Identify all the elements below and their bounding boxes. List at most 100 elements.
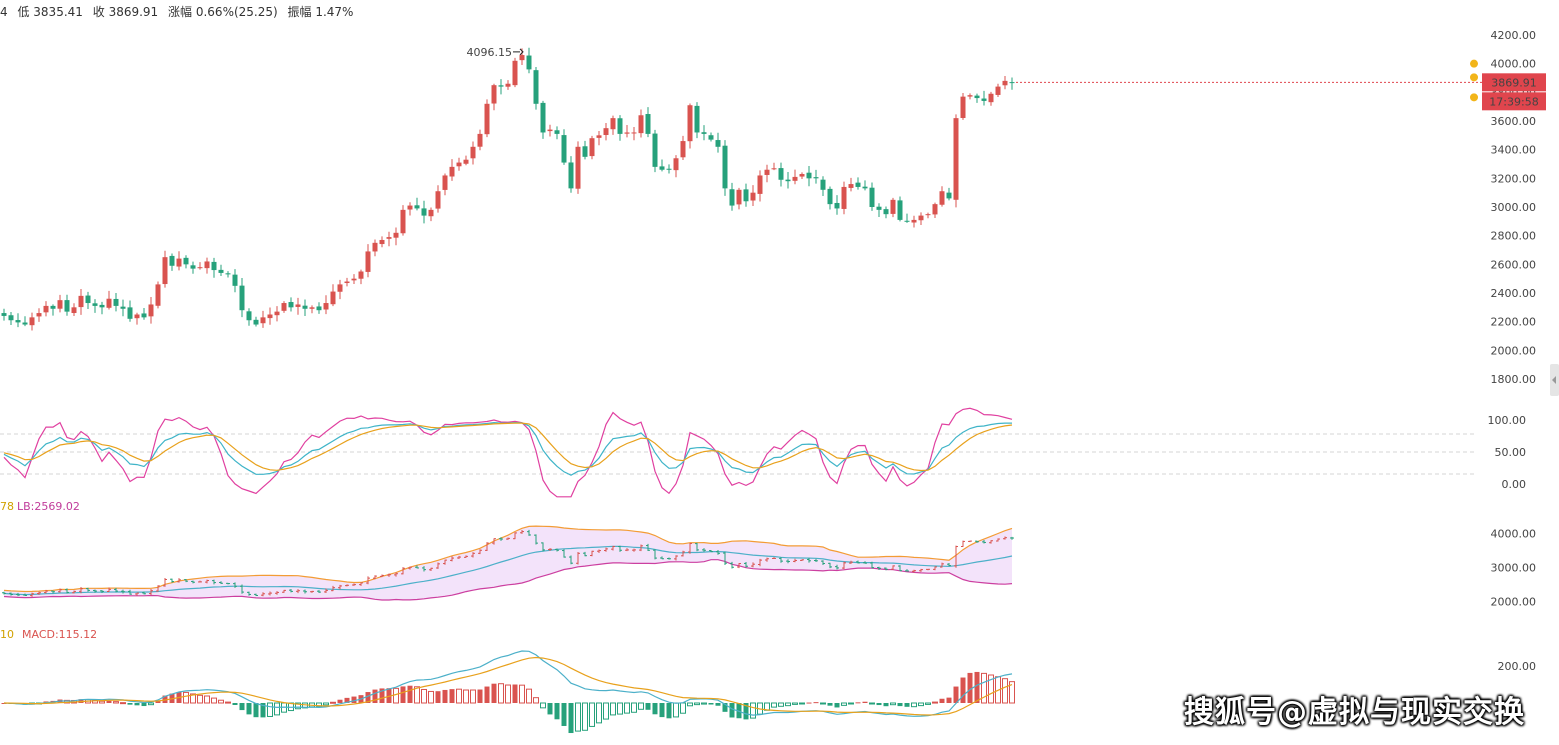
price-axis-tick: 4200.00 xyxy=(1491,29,1537,42)
boll-candle xyxy=(765,557,769,562)
boll-axis-tick: 3000.00 xyxy=(1491,562,1537,575)
macd-histogram-bar xyxy=(904,703,910,707)
boll-candle xyxy=(849,560,853,564)
macd-histogram-bar xyxy=(512,684,518,703)
macd-histogram-bar xyxy=(463,689,469,704)
candle-body xyxy=(155,284,161,306)
boll-candle xyxy=(443,559,447,565)
macd-histogram-bar xyxy=(519,684,525,704)
boll-candle xyxy=(996,538,1000,542)
candle-body xyxy=(127,307,133,319)
boll-lower-line xyxy=(3,559,1013,601)
macd-histogram-bar xyxy=(722,703,728,712)
candle xyxy=(407,202,413,216)
candle-body xyxy=(57,300,63,309)
macd-histogram-bar xyxy=(666,703,672,719)
boll-candle xyxy=(93,589,97,593)
candle-body xyxy=(834,202,840,209)
macd-histogram-bar xyxy=(120,702,126,705)
candle-body xyxy=(92,303,98,306)
candle-body xyxy=(764,169,770,175)
candle-body xyxy=(267,314,273,319)
candle xyxy=(764,164,770,183)
candle-body xyxy=(575,146,581,189)
boll-candle xyxy=(513,532,517,540)
boll-candle xyxy=(121,589,125,594)
candle-body xyxy=(428,209,434,217)
macd-histogram-bar xyxy=(925,702,931,705)
macd-histogram-bar xyxy=(484,686,490,703)
macd-histogram-bar xyxy=(386,688,392,703)
summary-close: 收 3869.91 xyxy=(92,5,159,19)
candle xyxy=(393,227,399,246)
alert-bell-icon xyxy=(1470,73,1478,82)
candle-body xyxy=(414,205,420,209)
candle xyxy=(302,299,308,317)
macd-histogram-bar xyxy=(106,700,112,703)
candle xyxy=(351,274,357,284)
candle-body xyxy=(554,130,560,134)
boll-candle xyxy=(1003,536,1007,540)
boll-candle xyxy=(856,560,860,564)
macd-histogram-bar xyxy=(540,702,546,709)
candle xyxy=(645,107,651,138)
candle-body xyxy=(120,306,126,309)
candle-body xyxy=(183,257,189,265)
candle xyxy=(477,129,483,151)
candle-body xyxy=(701,132,707,134)
candle-body xyxy=(820,179,826,190)
boll-candle xyxy=(345,584,349,587)
candle-body xyxy=(316,306,322,311)
candle xyxy=(862,180,868,191)
candle-body xyxy=(463,159,469,164)
boll-candle xyxy=(324,588,328,594)
candle-body xyxy=(792,176,798,181)
candle-body xyxy=(918,215,924,221)
candle-body xyxy=(1002,80,1008,86)
candle-body xyxy=(344,281,350,284)
macd-histogram-bar xyxy=(939,698,945,703)
candle-body xyxy=(239,285,245,311)
macd-histogram-bar xyxy=(743,703,749,720)
candle xyxy=(456,157,462,171)
candle xyxy=(1002,76,1008,90)
macd-histogram-bar xyxy=(337,699,343,703)
candle-body xyxy=(169,255,175,266)
candle-body xyxy=(358,271,364,279)
candle-body xyxy=(232,274,238,286)
boll-candle xyxy=(471,552,475,558)
candle-body xyxy=(596,135,602,138)
candle-body xyxy=(99,304,105,308)
candle-body xyxy=(722,145,728,189)
candle-body xyxy=(337,284,343,292)
boll-axis-tick: 4000.00 xyxy=(1491,528,1537,541)
candle-body xyxy=(680,141,686,158)
candle xyxy=(890,197,896,218)
boll-candle xyxy=(877,566,881,570)
boll-candle xyxy=(275,591,279,595)
candle xyxy=(197,262,203,270)
boll-candle xyxy=(198,580,202,583)
boll-candle xyxy=(709,549,713,553)
candle xyxy=(792,169,798,185)
candle-body xyxy=(477,133,483,147)
boll-candle xyxy=(576,552,580,565)
candle xyxy=(288,297,294,312)
axis-collapse-handle[interactable] xyxy=(1550,364,1559,396)
candle-body xyxy=(939,191,945,205)
boll-candle xyxy=(835,564,839,570)
boll-candle xyxy=(2,591,6,595)
candle xyxy=(232,269,238,293)
candle-body xyxy=(141,313,147,318)
macd-histogram-bar xyxy=(141,703,147,707)
macd-histogram-bar xyxy=(911,702,917,708)
candle-body xyxy=(365,251,371,272)
macd-histogram-bar xyxy=(477,689,483,703)
candle xyxy=(344,277,350,287)
candle-body xyxy=(526,55,532,70)
boll-candle xyxy=(842,561,846,570)
boll-candle xyxy=(681,550,685,557)
macd-histogram-bar xyxy=(148,702,154,706)
candle xyxy=(540,100,546,139)
